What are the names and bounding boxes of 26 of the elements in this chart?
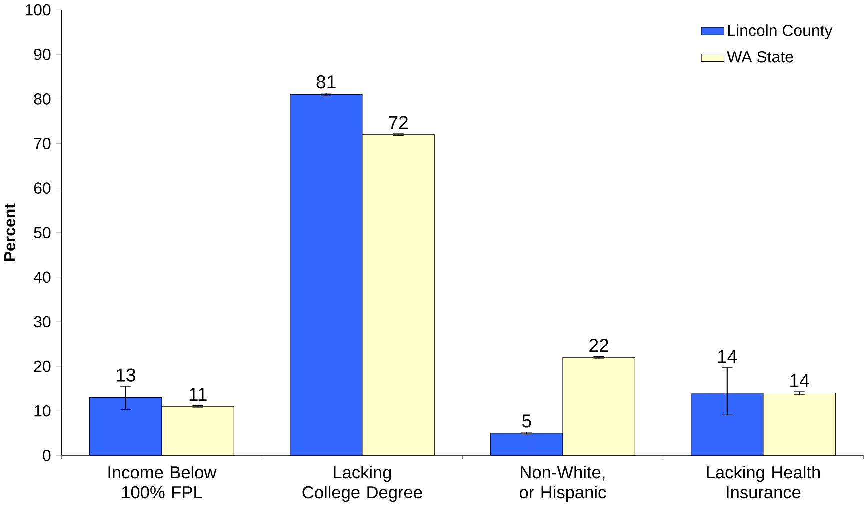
x-tick-label: Non-White, or Hispanic: [520, 466, 606, 502]
y-axis-title: Percent: [4, 204, 16, 262]
y-tick-label: 100: [26, 4, 51, 16]
y-tick-label: 0: [43, 450, 51, 462]
y-tick-label: 70: [34, 138, 51, 150]
data-label: 13: [116, 368, 136, 382]
data-label: 22: [590, 339, 608, 352]
y-tick-label: 20: [34, 361, 51, 372]
y-tick-label: 90: [34, 49, 51, 61]
legend-label: Lincoln County: [728, 24, 833, 40]
data-label: 72: [389, 116, 408, 130]
data-label: 14: [790, 374, 810, 388]
y-tick-label: 30: [34, 316, 51, 328]
legend-label: WA State: [727, 52, 794, 63]
y-tick-label: 40: [34, 272, 51, 284]
x-tick-label: Lacking Health Insurance: [707, 466, 820, 499]
y-tick-label: 10: [34, 406, 51, 417]
y-tick-label: 80: [34, 94, 51, 106]
data-label: 14: [718, 350, 738, 364]
data-label: 81: [316, 76, 336, 89]
x-tick-label: Lacking College Degree: [302, 466, 422, 502]
y-tick-label: 60: [34, 182, 51, 194]
data-label: 5: [522, 415, 532, 428]
data-label: 11: [190, 388, 207, 402]
x-tick-label: Income Below 100% FPL: [108, 466, 217, 499]
y-tick-label: 50: [34, 227, 51, 239]
